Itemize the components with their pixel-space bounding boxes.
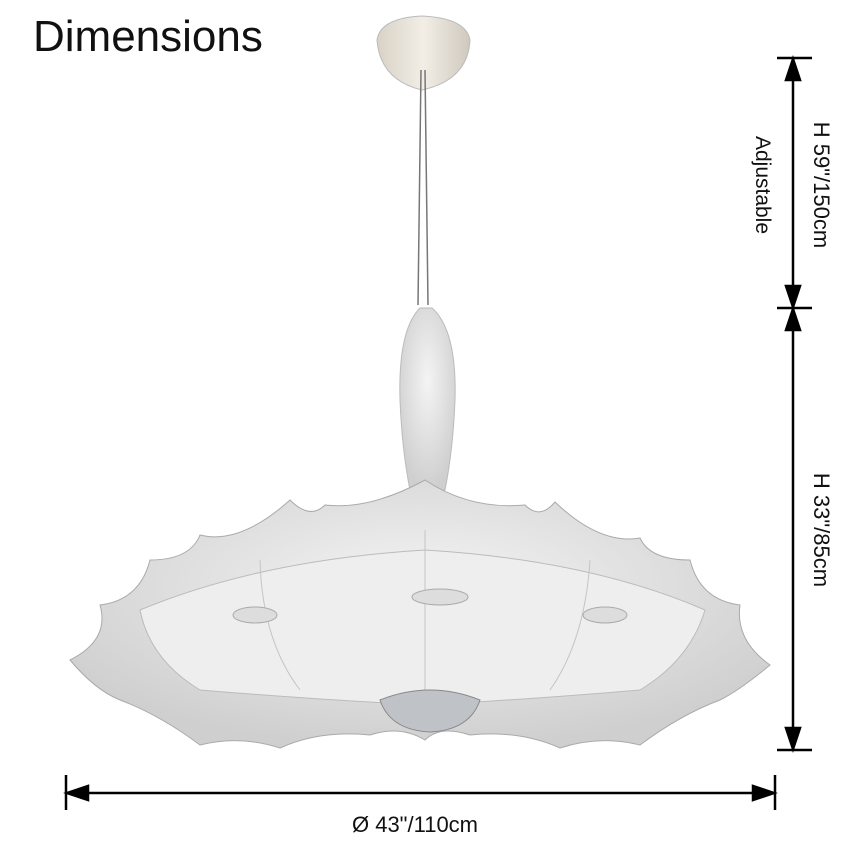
inner-cup-right <box>582 606 628 624</box>
diameter-label: Ø 43"/110cm <box>351 812 479 837</box>
inner-cup-center <box>411 588 469 606</box>
inner-cup-left <box>232 606 278 624</box>
dimension-lines <box>63 55 812 810</box>
lamp-top-bulb <box>399 307 456 491</box>
glass-diffuser <box>379 689 481 733</box>
lamp-height-label: H 33"/85cm <box>809 472 834 588</box>
suspension-wire <box>417 69 422 306</box>
ceiling-canopy <box>376 15 471 91</box>
page-title: Dimensions <box>33 12 263 61</box>
adjustable-label: Adjustable <box>751 135 774 235</box>
hanging-height-label: H 59"/150cm <box>809 121 834 249</box>
